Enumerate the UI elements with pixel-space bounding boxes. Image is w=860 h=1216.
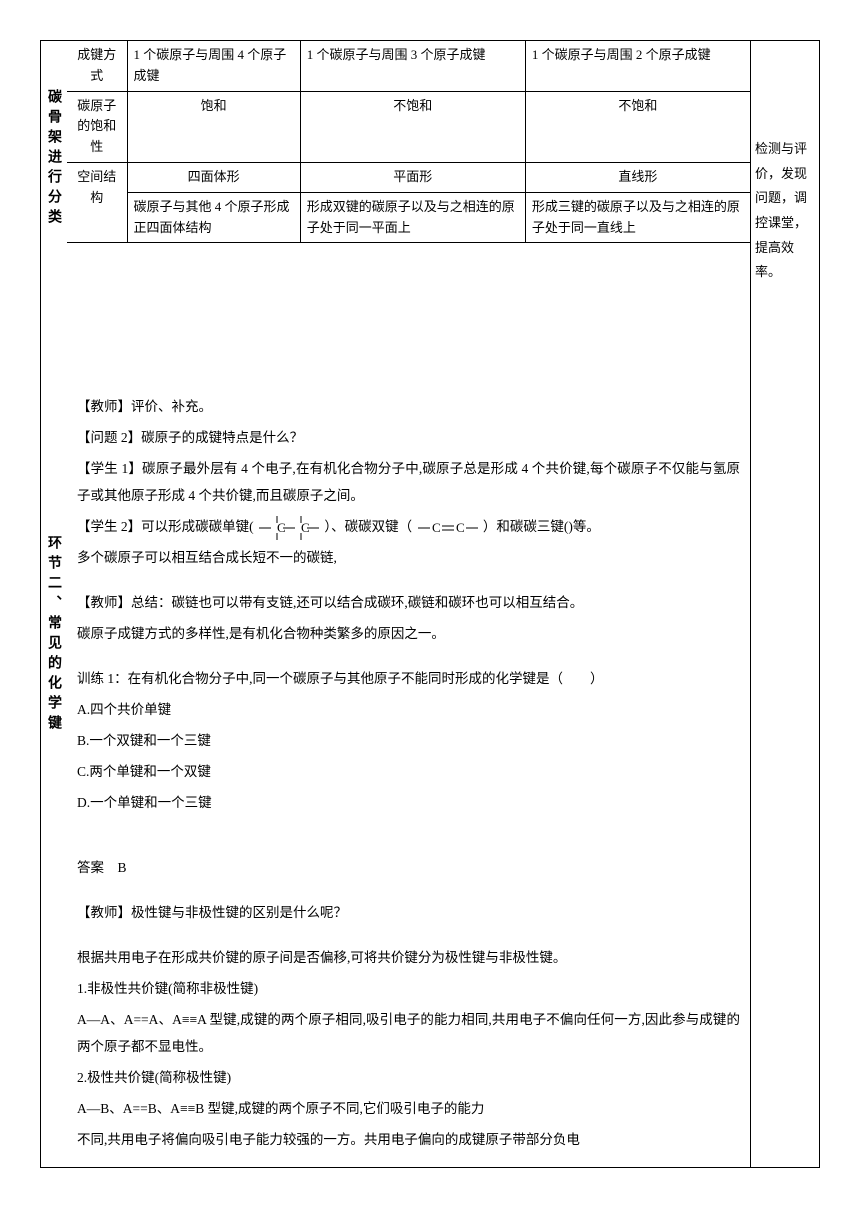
right-note-cell: 检测与评价，发现问题，调控课堂，提高效率。 [751,41,820,1168]
option-a: A.四个共价单键 [77,696,740,723]
table-row: 碳原子的饱和性 饱和 不饱和 不饱和 [67,91,750,162]
right-note-text: 检测与评价，发现问题，调控课堂，提高效率。 [755,137,815,285]
content-body-cell: 【教师】评价、补充。 【问题 2】碳原子的成键特点是什么？ 【学生 1】碳原子最… [67,243,751,1168]
teacher-question-polar: 【教师】极性键与非极性键的区别是什么呢？ [77,899,740,926]
table-row: 成键方式 1 个碳原子与周围 4 个原子成键 1 个碳原子与周围 3 个原子成键… [67,41,750,91]
sidebar-top-label: 碳骨架进行分类 [41,41,65,277]
row-label: 碳原子的饱和性 [67,91,127,162]
svg-text:C: C [456,520,465,535]
polar-body-1: A—B、A==B、A≡≡B 型键,成键的两个原子不同,它们吸引电子的能力 [77,1095,740,1122]
table-cell: 四面体形 [127,162,300,192]
student-2-line1: 【学生 2】可以形成碳碳单键( C C ）、碳碳双键（ [77,513,740,540]
polar-intro: 根据共用电子在形成共价键的原子间是否偏移,可将共价键分为极性键与非极性键。 [77,944,740,971]
table-cell: 形成双键的碳原子以及与之相连的原子处于同一平面上 [300,192,525,243]
table-cell: 1 个碳原子与周围 4 个原子成键 [127,41,300,91]
table-cell: 1 个碳原子与周围 3 个原子成键 [300,41,525,91]
left-sidebar-cell: 碳骨架进行分类 环节二、常见的化学键 [41,41,68,1168]
table-cell: 平面形 [300,162,525,192]
polar-title: 2.极性共价键(简称极性键) [77,1064,740,1091]
question-2: 【问题 2】碳原子的成键特点是什么？ [77,424,740,451]
student2-pre: 【学生 2】可以形成碳碳单键( [77,519,254,534]
student2-mid1: ）、碳碳双键（ [324,519,412,534]
training-1: 训练 1：在有机化合物分子中,同一个碳原子与其他原子不能同时形成的化学键是（ ） [77,665,740,692]
teacher-summary-1: 【教师】总结：碳链也可以带有支链,还可以结合成碳环,碳链和碳环也可以相互结合。 [77,589,740,616]
table-row: 碳原子与其他 4 个原子形成正四面体结构 形成双键的碳原子以及与之相连的原子处于… [67,192,750,243]
bonding-properties-table: 成键方式 1 个碳原子与周围 4 个原子成键 1 个碳原子与周围 3 个原子成键… [67,41,750,243]
student2-mid2: ）和碳碳三键()等。 [483,519,600,534]
row-label: 成键方式 [67,41,127,91]
table-cell: 不饱和 [300,91,525,162]
row-label: 空间结构 [67,162,127,242]
table-cell: 饱和 [127,91,300,162]
table-cell: 碳原子与其他 4 个原子形成正四面体结构 [127,192,300,243]
main-layout-table: 碳骨架进行分类 环节二、常见的化学键 成键方式 1 个碳原子与周围 4 个原子成… [40,40,820,1168]
page-container: 碳骨架进行分类 环节二、常见的化学键 成键方式 1 个碳原子与周围 4 个原子成… [0,0,860,1188]
teacher-eval: 【教师】评价、补充。 [77,393,740,420]
table-cell: 不饱和 [525,91,750,162]
double-bond-icon: C C [418,520,478,536]
table-cell: 1 个碳原子与周围 2 个原子成键 [525,41,750,91]
option-b: B.一个双键和一个三键 [77,727,740,754]
single-bond-icon: C C [259,516,319,540]
student-2-line2: 多个碳原子可以相互结合成长短不一的碳链, [77,544,740,571]
svg-text:C: C [432,520,441,535]
table-cell: 直线形 [525,162,750,192]
option-d: D.一个单键和一个三键 [77,789,740,816]
nonpolar-title: 1.非极性共价键(简称非极性键) [77,975,740,1002]
option-c: C.两个单键和一个双键 [77,758,740,785]
teacher-summary-2: 碳原子成键方式的多样性,是有机化合物种类繁多的原因之一。 [77,620,740,647]
student-1: 【学生 1】碳原子最外层有 4 个电子,在有机化合物分子中,碳原子总是形成 4 … [77,455,740,509]
table-cell: 形成三键的碳原子以及与之相连的原子处于同一直线上 [525,192,750,243]
polar-body-2: 不同,共用电子将偏向吸引电子能力较强的一方。共用电子偏向的成键原子带部分负电 [77,1126,740,1153]
answer: 答案 B [77,854,740,881]
table-row: 空间结构 四面体形 平面形 直线形 [67,162,750,192]
inner-table-cell: 成键方式 1 个碳原子与周围 4 个原子成键 1 个碳原子与周围 3 个原子成键… [67,41,751,244]
sidebar-bottom-label: 环节二、常见的化学键 [41,277,65,993]
nonpolar-body: A—A、A==A、A≡≡A 型键,成键的两个原子相同,吸引电子的能力相同,共用电… [77,1006,740,1060]
